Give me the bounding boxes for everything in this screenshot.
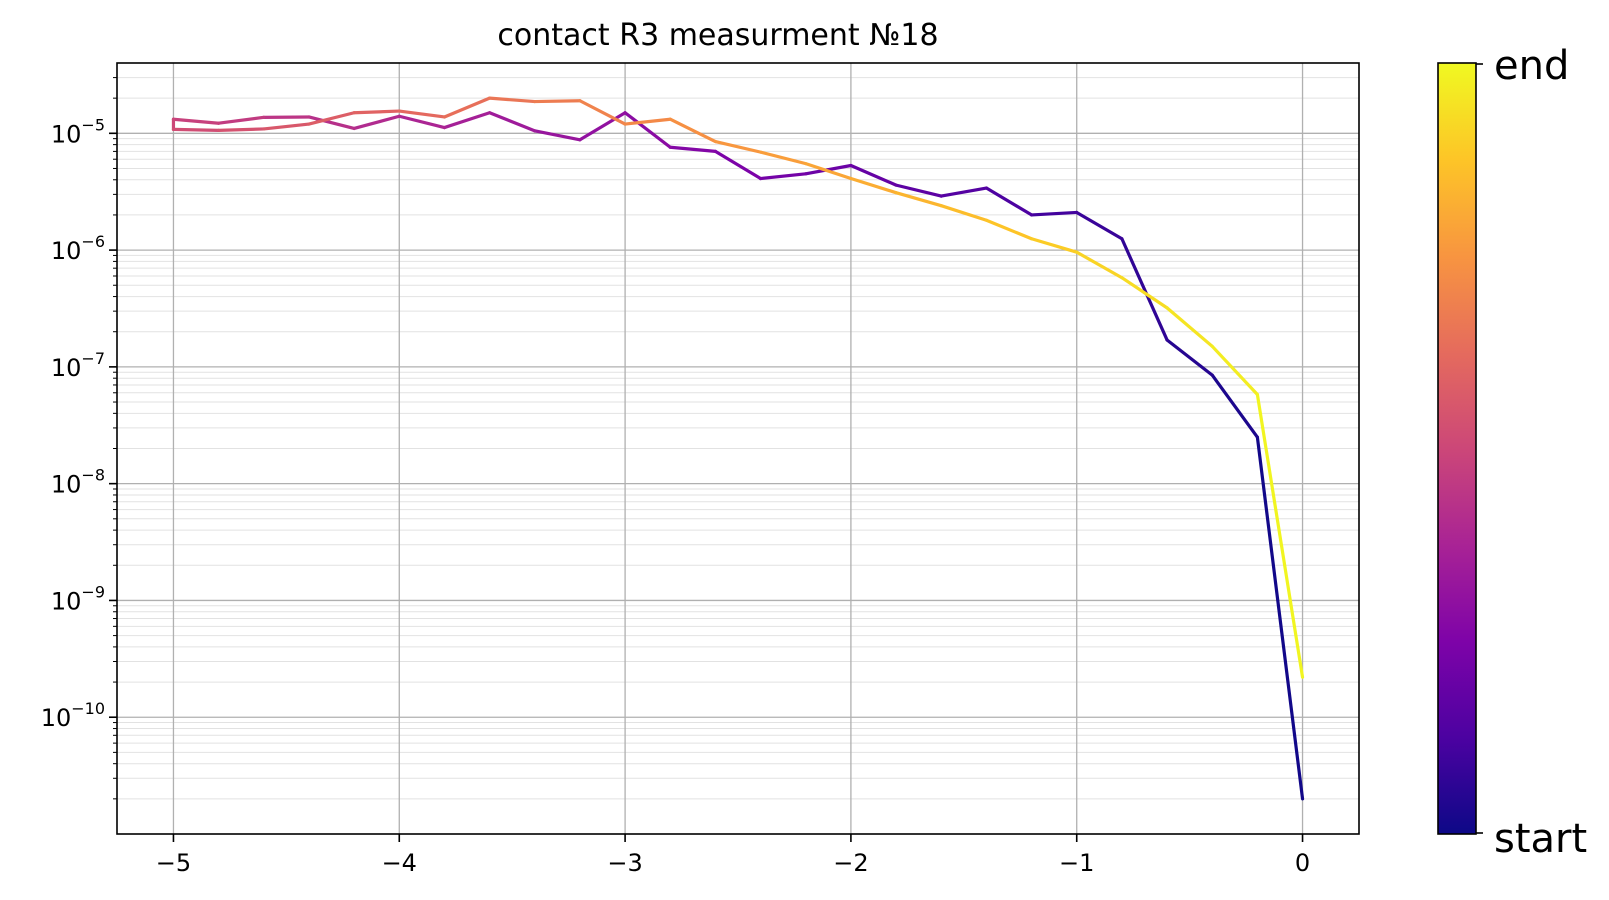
y-tick-label: 10−7 <box>51 349 105 382</box>
x-tick-label: −4 <box>382 849 417 877</box>
series-segment <box>623 117 672 126</box>
colorbar <box>1437 62 1477 835</box>
series-segment <box>488 96 537 104</box>
series-segment <box>171 117 221 125</box>
series-segment <box>758 150 808 166</box>
y-tick-label: 10−9 <box>51 582 105 615</box>
y-axis: 10−5 10−6 10−7 10−8 10−9 10−10 <box>41 115 105 732</box>
series-segment <box>578 111 627 142</box>
series-segment <box>578 99 627 126</box>
series-segment <box>713 149 763 181</box>
series-segment <box>1255 435 1305 801</box>
colorbar-label-end: end <box>1494 43 1569 89</box>
series-segment <box>352 109 401 115</box>
series-segment <box>1255 392 1305 679</box>
series-segment <box>533 129 582 142</box>
series-segment <box>1029 237 1079 254</box>
colorbar-label-start: start <box>1494 816 1587 862</box>
series-segment <box>984 218 1034 241</box>
x-tick-label: 0 <box>1295 849 1310 877</box>
series-segment <box>1075 250 1124 280</box>
x-tick-label: −2 <box>833 849 868 877</box>
series-segment <box>1210 373 1259 439</box>
series-segment <box>307 111 356 126</box>
series-segment <box>217 115 266 125</box>
series-segment <box>984 186 1034 217</box>
series-segment <box>894 191 943 208</box>
series-segment <box>1165 306 1214 348</box>
series-segment <box>939 204 989 222</box>
series-segment <box>1120 237 1169 342</box>
series-segment <box>713 139 763 154</box>
x-tick-label: −5 <box>156 849 191 877</box>
series-segment <box>1210 344 1259 397</box>
data-series <box>171 96 1305 801</box>
series-segment <box>307 115 356 131</box>
series-segment <box>352 114 401 131</box>
series-segment <box>939 186 989 198</box>
series-segment <box>262 122 311 131</box>
series-segment <box>758 172 808 181</box>
series-segment <box>849 176 898 195</box>
series-segment <box>1120 276 1169 310</box>
series-segment <box>488 111 537 133</box>
x-tick-label: −1 <box>1059 849 1094 877</box>
series-segment <box>668 145 718 153</box>
series-segment <box>1029 210 1079 217</box>
x-tick-label: −3 <box>607 849 642 877</box>
y-tick-label: 10−8 <box>51 466 105 499</box>
series-segment <box>623 111 672 149</box>
series-segment <box>804 162 853 181</box>
series-segment <box>1075 210 1124 241</box>
series-segment <box>894 183 943 198</box>
series-segment <box>668 117 718 144</box>
series-segment <box>442 111 492 130</box>
axis-ticks <box>109 77 1304 842</box>
series-segment <box>171 127 221 132</box>
y-tick-label: 10−6 <box>51 232 105 265</box>
series-segment <box>397 114 447 130</box>
series-segment <box>442 96 492 119</box>
series-segment <box>217 127 266 132</box>
y-tick-label: 10−10 <box>41 699 105 732</box>
major-grid <box>117 63 1359 834</box>
minor-grid <box>117 77 1359 800</box>
y-tick-label: 10−5 <box>51 115 105 148</box>
series-segment <box>397 109 447 119</box>
x-axis: −5 −4 −3 −2 −1 0 <box>156 849 1310 877</box>
series-segment <box>849 163 898 187</box>
series-segment <box>533 99 582 104</box>
series-segment <box>1165 338 1214 377</box>
chart-title: contact R3 measurment №18 <box>497 18 938 53</box>
